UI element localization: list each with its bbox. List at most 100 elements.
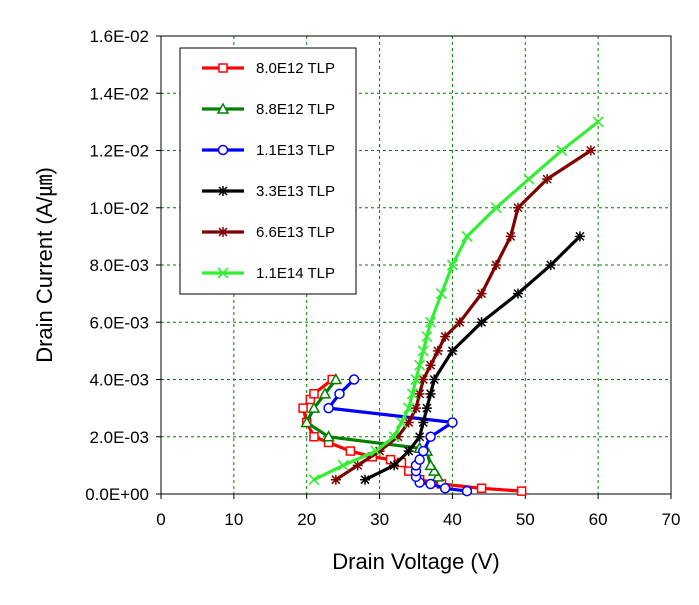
data-point [421,330,433,343]
data-point [360,474,370,485]
data-point [418,417,429,428]
data-point [545,260,556,270]
y-tick-label: 4.0E-03 [89,371,149,390]
data-point [429,374,440,385]
data-point [352,460,363,471]
data-point [425,316,437,328]
legend-item: 3.3E13 TLP [202,183,335,200]
data-point [298,403,308,413]
data-point [556,144,568,157]
data-point [217,144,229,156]
data-point [385,454,396,465]
series-4 [330,145,596,485]
data-point [447,417,458,428]
x-tick-label: 10 [224,510,243,529]
data-point [447,345,458,356]
legend-item: 8.8E12 TLP [202,101,335,118]
data-point [345,446,356,456]
data-point [392,431,403,442]
data-point [435,288,448,300]
data-point [406,388,418,400]
data-point [322,430,335,442]
data-point [542,174,553,185]
data-point [425,388,436,399]
data-point [424,458,437,471]
y-tick-label: 1.0E-02 [89,199,149,218]
data-point [403,446,414,457]
x-tick-label: 20 [297,510,316,529]
legend-box [179,47,357,295]
x-axis-ticks: 0 10 20 30 40 50 60 70 [156,494,680,529]
data-point [370,445,382,457]
legend-label: 1.1E13 TLP [256,142,335,159]
y-tick-label: 1.4E-02 [89,84,149,103]
data-point [218,227,228,237]
data-point [505,231,516,242]
data-point [330,474,341,485]
data-point [411,403,421,414]
legend-label: 6.6E13 TLP [256,224,335,241]
data-point [410,373,422,386]
series-group [298,116,604,497]
data-point [403,417,414,428]
x-tick-label: 70 [662,510,681,529]
data-point [523,173,535,185]
y-tick-label: 1.6E-02 [89,27,149,46]
legend-item: 1.1E14 TLP [202,265,335,282]
legend: 8.0E12 TLP 8.8E12 TLP 1.1E13 TLP 3.3E13 TLP… [179,47,357,295]
data-point [414,359,426,371]
data-point [414,388,425,399]
data-point [334,388,345,400]
data-point [389,460,400,471]
data-point [427,464,441,476]
data-point [217,267,229,279]
legend-label: 3.3E13 TLP [256,183,335,200]
data-point [440,331,451,342]
y-axis-title: Drain Current (A/㎛) [32,167,58,363]
x-tick-label: 30 [370,510,389,529]
x-tick-label: 0 [156,510,165,529]
legend-label: 8.0E12 TLP [256,60,335,77]
data-point [348,374,360,385]
data-point [329,372,343,385]
series-3 [360,231,585,485]
data-point [425,360,436,371]
y-tick-label: 2.0E-03 [89,428,149,447]
data-point [574,231,585,242]
y-tick-label: 6.0E-03 [89,313,149,332]
data-point [585,145,596,156]
data-point [216,102,230,114]
legend-label: 1.1E14 TLP [256,265,335,282]
data-point [337,459,349,471]
data-point [388,431,400,443]
data-point [374,446,385,457]
data-point [309,432,319,442]
data-point [476,483,487,494]
data-point [476,288,487,299]
x-tick-label: 60 [589,510,608,529]
data-point [421,403,432,414]
x-axis-title: Drain Voltage (V) [332,549,500,574]
y-tick-label: 0.0E+00 [85,485,149,504]
data-point [418,374,429,385]
data-point [309,389,319,399]
data-point [461,230,473,242]
data-point [418,445,429,457]
legend-item: 8.0E12 TLP [202,60,335,77]
data-point [414,454,425,465]
legend-item: 1.1E13 TLP [202,142,335,159]
data-point [513,202,523,213]
data-point [403,402,415,414]
data-point [218,186,228,196]
data-point [417,345,429,357]
data-point [439,483,451,494]
data-point [516,486,527,496]
data-point [425,478,436,490]
data-point [395,416,407,429]
data-point [318,387,332,399]
data-point [307,401,321,413]
data-point [323,402,334,414]
data-point [432,345,443,356]
series-5 [308,116,604,486]
